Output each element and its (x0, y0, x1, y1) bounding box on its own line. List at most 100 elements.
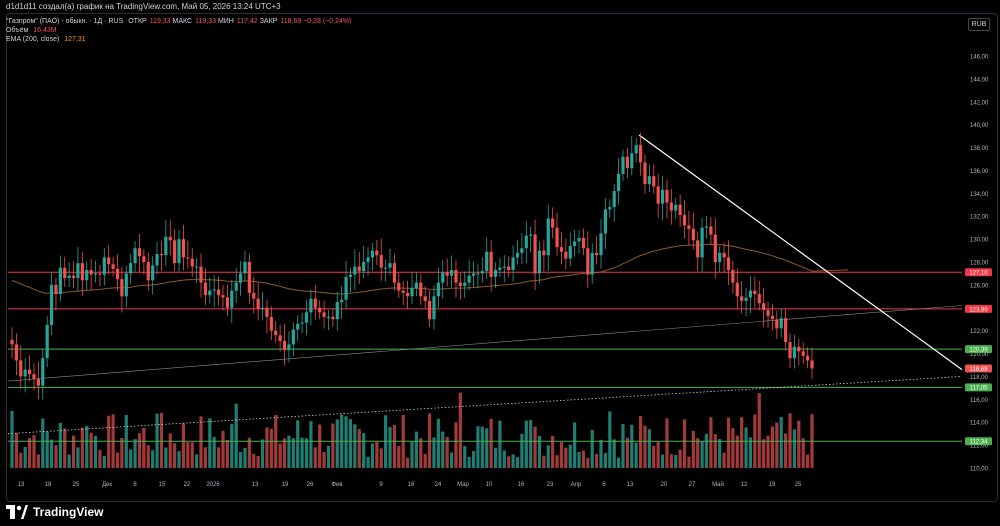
volume-bar (89, 432, 93, 468)
legend-volume-row[interactable]: Объём 16,43M (6, 26, 351, 35)
candle-body (313, 298, 317, 308)
support-trend-line-dotted[interactable] (7, 376, 963, 435)
x-axis-tick-label: 8 (133, 482, 137, 488)
candle-body (656, 186, 660, 204)
candle-body (590, 252, 594, 275)
candle-body (406, 292, 410, 297)
candle-body (722, 252, 726, 258)
legend-close-label: ЗАКР (259, 18, 278, 25)
volume-bar (507, 456, 511, 468)
volume-bar (665, 418, 669, 468)
last_price-price-tag[interactable] (965, 364, 992, 373)
candle-body (216, 289, 221, 296)
volume-bar (537, 435, 542, 468)
resistance-price-tag[interactable] (965, 304, 992, 313)
volume-bar (300, 437, 304, 468)
legend-low-label: МИН (217, 18, 234, 25)
support-price-tag[interactable] (965, 345, 992, 354)
candle-body (159, 253, 164, 256)
legend-volume-value: 16,43M (33, 27, 57, 34)
volume-bar (511, 454, 515, 468)
x-axis-tick-label: 25 (73, 482, 80, 488)
volume-bar (115, 452, 120, 468)
volume-bar (98, 450, 102, 468)
candle-body (71, 275, 76, 279)
candle-body (137, 248, 142, 257)
volume-bar (559, 441, 564, 468)
candle-body (348, 274, 353, 277)
volume-bar (471, 451, 476, 468)
currency-button[interactable]: RUB (968, 18, 990, 31)
candle-body (660, 189, 665, 204)
resistance-price-tag[interactable] (965, 268, 992, 277)
brand-name: TradingView (33, 505, 104, 519)
volume-bar (309, 421, 313, 468)
candle-body (595, 252, 599, 256)
resistance-price-tag-label: 127,10 (969, 271, 988, 277)
y-axis-tick-label: 132,00 (970, 215, 989, 221)
tradingview-brand[interactable]: TradingView (6, 504, 103, 520)
rising-trend-line[interactable] (7, 305, 963, 382)
volume-bar (137, 433, 142, 468)
volume-bar (419, 438, 423, 468)
candle-body (612, 191, 616, 208)
candle-body (181, 239, 186, 258)
volume-bar (379, 448, 383, 468)
volume-bar (485, 428, 489, 468)
support-price-tag[interactable] (965, 383, 992, 392)
chart-panel[interactable] (6, 13, 998, 502)
volume-bar (260, 439, 265, 468)
legend-open-label: ОТКР (128, 18, 147, 25)
volume-bar (551, 436, 555, 468)
candle-body (102, 257, 106, 275)
candle-body (278, 335, 282, 341)
x-axis-tick-label: 10 (486, 482, 493, 488)
legend-ema-row[interactable]: EMA (200, close) 127,31 (6, 35, 351, 44)
volume-bar (480, 426, 484, 468)
candle-body (265, 307, 269, 317)
descending-trend-line[interactable] (638, 134, 963, 371)
volume-bar (331, 423, 335, 468)
candle-body (212, 289, 216, 291)
volume-bar (498, 420, 502, 468)
candle-body (621, 156, 625, 174)
candle-body (322, 312, 326, 317)
volume-bar (80, 427, 84, 468)
chart-caption: d1d1d11 создал(а) график на TradingView.… (6, 2, 281, 11)
legend-low-value: 117,42 (236, 18, 258, 25)
x-axis-tick-label: 23 (547, 482, 554, 488)
support-price-tag[interactable] (965, 437, 992, 446)
volume-bar (740, 417, 744, 468)
volume-bar (234, 403, 238, 468)
volume-bar (287, 435, 291, 468)
y-axis-tick-label: 114,00 (970, 421, 989, 427)
volume-bar (489, 418, 493, 468)
candle-body (414, 282, 418, 289)
x-axis-tick-label: 18 (45, 482, 52, 488)
candle-body (335, 302, 339, 320)
candle-body (45, 324, 49, 359)
x-axis-tick-label: 13 (252, 482, 259, 488)
y-axis-tick-label: 118,00 (970, 375, 989, 381)
candle-body (243, 262, 247, 274)
volume-bar (291, 438, 295, 468)
y-axis-tick-label: 122,00 (970, 329, 989, 335)
x-axis-tick-label: 26 (307, 482, 314, 488)
volume-bar (247, 437, 251, 468)
legend-ohlc-row[interactable]: "Газпром" (ПАО) - обыкн. · 1Д · RUS ОТКР… (6, 17, 351, 26)
candle-body (107, 257, 111, 265)
candle-body (49, 284, 54, 325)
volume-bar (177, 451, 181, 468)
candle-body (665, 189, 669, 203)
candle-body (568, 245, 572, 259)
volume-bar (660, 454, 665, 468)
volume-bar (133, 439, 137, 468)
volume-bar (775, 422, 779, 468)
candle-body (410, 288, 414, 297)
legend-ema-value: 127,31 (64, 36, 86, 43)
legend-high-label: МАКС (172, 18, 193, 25)
legend-symbol[interactable]: "Газпром" (ПАО) - обыкн. · 1Д · RUS (6, 18, 124, 25)
volume-bar (265, 427, 269, 468)
candle-body (678, 204, 682, 216)
